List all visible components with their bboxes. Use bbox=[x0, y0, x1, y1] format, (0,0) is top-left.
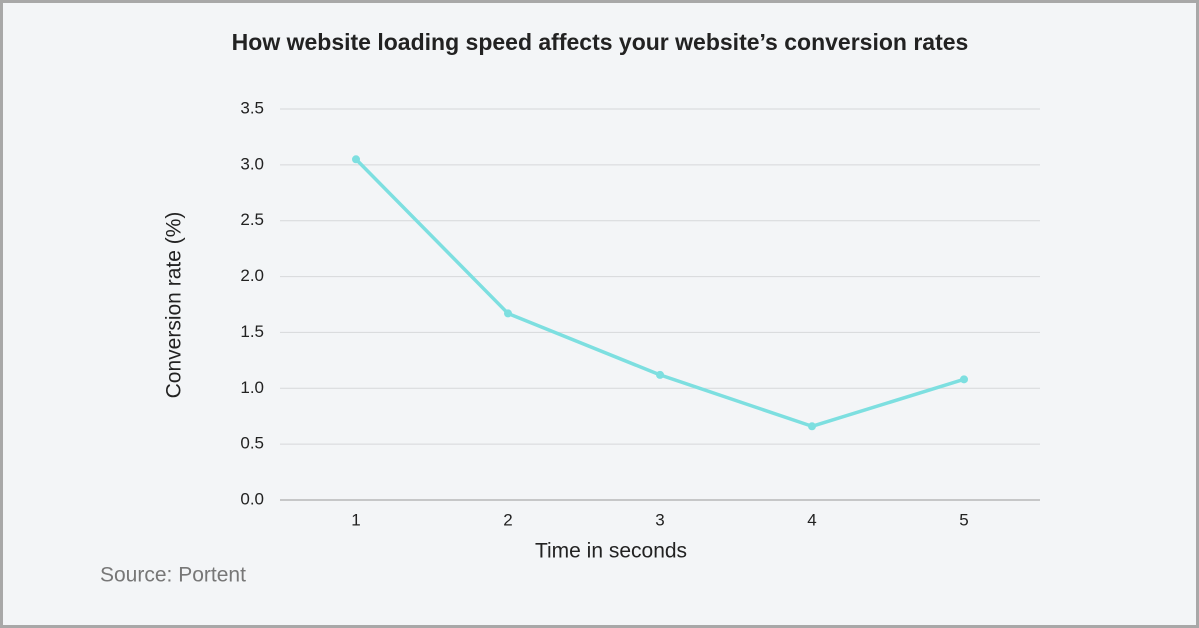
y-axis-label: Conversion rate (%) bbox=[163, 212, 186, 399]
x-tick-label: 2 bbox=[503, 510, 512, 529]
y-tick-label: 2.0 bbox=[240, 266, 264, 285]
y-tick-label: 3.5 bbox=[240, 98, 264, 117]
y-tick-label: 0.5 bbox=[240, 434, 264, 453]
data-point bbox=[504, 309, 512, 318]
y-tick-label: 3.0 bbox=[240, 154, 264, 173]
data-point bbox=[352, 155, 360, 164]
x-tick-label: 5 bbox=[959, 510, 968, 529]
x-axis-label: Time in seconds bbox=[535, 540, 687, 563]
source-note: Source: Portent bbox=[100, 564, 246, 587]
y-tick-label: 0.0 bbox=[240, 489, 264, 508]
x-tick-label: 3 bbox=[655, 510, 664, 529]
y-tick-label: 2.5 bbox=[240, 210, 264, 229]
data-point bbox=[960, 375, 968, 384]
data-point bbox=[808, 422, 816, 431]
x-tick-label: 1 bbox=[351, 510, 360, 529]
y-tick-label: 1.0 bbox=[240, 378, 264, 397]
chart-title: How website loading speed affects your w… bbox=[232, 29, 969, 55]
y-tick-label: 1.5 bbox=[240, 322, 264, 341]
x-tick-label: 4 bbox=[807, 510, 816, 529]
data-point bbox=[656, 370, 664, 379]
